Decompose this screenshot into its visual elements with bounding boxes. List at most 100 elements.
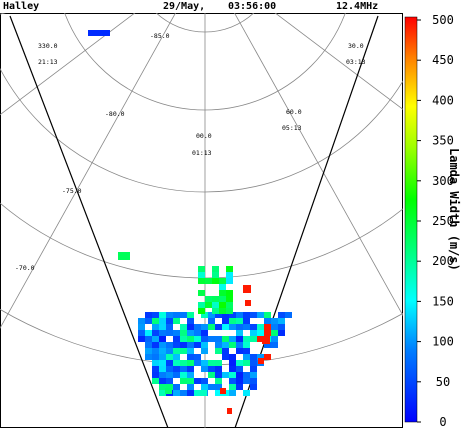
echo-cell: [187, 324, 194, 330]
colorbar-tick-label: 300: [432, 174, 454, 188]
echo-cell: [173, 342, 180, 348]
echo-cell: [159, 324, 166, 330]
echo-cell: [271, 336, 278, 342]
echo-cell: [194, 324, 201, 330]
echo-cell: [219, 296, 226, 302]
echo-cell: [208, 318, 215, 324]
echo-cell: [236, 348, 243, 354]
echo-cell: [187, 366, 194, 372]
meridian-right-3: [205, 0, 463, 30]
echo-cell: [243, 342, 250, 348]
echo-cell: [159, 390, 166, 396]
colorbar-title: Lamda Width (m/s): [447, 148, 461, 271]
echo-cell: [226, 302, 233, 308]
echo-cell: [208, 366, 215, 372]
echo-cell: [159, 354, 166, 360]
echo-cell: [215, 384, 222, 390]
echo-cell: [205, 302, 212, 308]
echo-cell: [250, 354, 257, 360]
echo-cell: [166, 360, 173, 366]
label-lat-85: -85.0: [150, 32, 170, 40]
echo-cell: [264, 330, 271, 336]
echo-cell: [236, 378, 243, 384]
echo-cell: [200, 390, 207, 396]
echo-cell: [152, 354, 159, 360]
echo-cell: [201, 330, 208, 336]
echo-cell: [201, 366, 208, 372]
echo-cell: [222, 324, 229, 330]
colorbar-tick-label: 350: [432, 134, 454, 148]
echo-cell: [250, 384, 257, 390]
echo-cell: [194, 330, 201, 336]
echo-cell: [229, 354, 236, 360]
echo-cell: [236, 372, 243, 378]
echo-cell: [236, 336, 243, 342]
echo-cell: [180, 336, 187, 342]
scan-date: 29/May,: [163, 1, 206, 12]
echo-cell: [243, 318, 250, 324]
echo-cell: [208, 312, 215, 318]
echo-cell: [215, 390, 222, 396]
echo-cell: [187, 384, 194, 390]
echo-cell: [201, 324, 208, 330]
echo-cell: [264, 318, 271, 324]
echo-cell: [222, 354, 229, 360]
echo-cell: [219, 284, 226, 290]
echo-cell: [187, 390, 194, 396]
echo-cell: [243, 336, 250, 342]
echo-cell: [278, 312, 285, 318]
echo-cell: [243, 348, 250, 354]
colorbar-tick-label: 500: [432, 13, 454, 27]
echo-cell: [243, 390, 250, 396]
meridian-left-2: [0, 13, 136, 116]
echo-cell: [243, 354, 250, 360]
colorbar-tick-label: 400: [432, 93, 454, 107]
echo-cell: [180, 378, 187, 384]
echo-cell: [250, 372, 257, 378]
echo-cell: [215, 366, 222, 372]
echo-cell: [271, 342, 278, 348]
echo-cell: [152, 366, 159, 372]
echo-cell: [215, 378, 222, 384]
label-lon-60: 60.0: [286, 108, 302, 116]
echo-cell: [226, 296, 233, 302]
echo-cell: [278, 318, 285, 324]
echo-cell: [166, 348, 173, 354]
lat-circle-70: [0, 202, 403, 279]
echo-cell: [152, 348, 159, 354]
echo-cell: [201, 336, 208, 342]
echo-cell: [166, 324, 173, 330]
echo-cell: [278, 324, 285, 330]
echo-cell: [180, 312, 187, 318]
echo-cell: [198, 308, 205, 314]
echo-cell: [243, 312, 250, 318]
echo-cell: [180, 342, 187, 348]
echo-cell: [152, 378, 159, 384]
echo-cell: [138, 318, 145, 324]
echo-cell: [159, 312, 166, 318]
echo-cell: [118, 252, 130, 260]
echo-cell: [236, 384, 243, 390]
echo-cell: [229, 336, 236, 342]
label-lon-0-mlt: 01:13: [192, 149, 212, 157]
echo-cell: [236, 360, 243, 366]
grid-labels: 330.0 21:13 -85.0 30.0 03:13 -80.0 60.0 …: [15, 32, 366, 272]
echo-cell: [250, 330, 257, 336]
echo-cell: [222, 312, 229, 318]
echo-cell: [229, 312, 236, 318]
echo-cell: [257, 336, 264, 342]
echo-cell: [138, 336, 145, 342]
echo-cell: [194, 360, 201, 366]
echo-cell: [173, 354, 180, 360]
echo-cell: [243, 378, 250, 384]
echo-cell: [222, 318, 229, 324]
echo-cell: [229, 372, 236, 378]
echo-cell: [201, 342, 208, 348]
echo-cell: [243, 372, 250, 378]
colorbar-tick-label: 0: [439, 415, 446, 428]
echo-cell: [271, 324, 278, 330]
echo-cell: [257, 312, 264, 318]
echo-cell: [194, 390, 201, 396]
echo-cell: [243, 285, 251, 293]
